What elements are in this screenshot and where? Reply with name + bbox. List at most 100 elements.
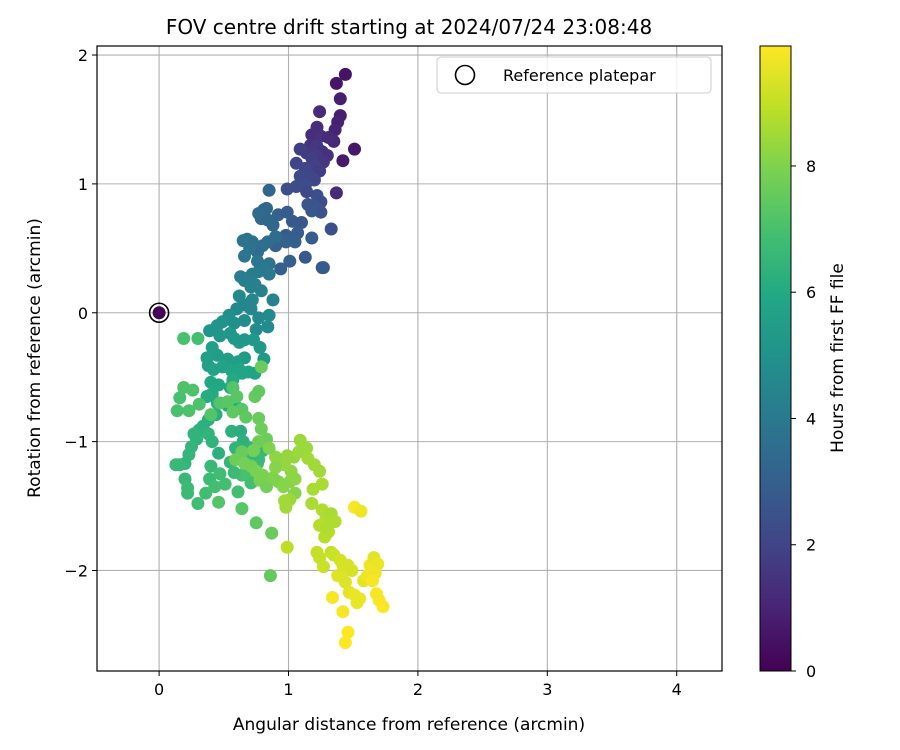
data-point: [230, 390, 244, 403]
data-point: [169, 458, 183, 472]
data-point: [338, 636, 352, 650]
data-point: [182, 404, 196, 418]
x-tick-label: 0: [154, 680, 164, 699]
data-point: [213, 329, 227, 343]
data-point: [262, 183, 276, 197]
data-point: [212, 446, 226, 460]
data-point: [170, 404, 184, 418]
data-point: [266, 218, 280, 232]
data-point: [280, 182, 294, 196]
colorbar-ticks: 0 2 4 6 8: [791, 157, 816, 681]
y-axis-ticks: 2 1 0 −1 −2: [64, 46, 97, 580]
data-point: [238, 314, 251, 327]
data-point: [249, 516, 263, 530]
data-point: [199, 486, 213, 500]
data-point: [376, 600, 390, 614]
data-point: [293, 142, 307, 156]
data-point: [218, 477, 232, 491]
data-point: [328, 515, 342, 528]
data-point: [266, 293, 280, 307]
data-point: [279, 500, 293, 514]
data-point: [261, 320, 275, 334]
data-point: [262, 441, 276, 455]
data-point: [226, 405, 240, 419]
data-point: [234, 424, 248, 438]
data-point: [239, 410, 253, 424]
data-point: [336, 154, 350, 168]
data-point: [232, 289, 246, 303]
data-point: [173, 391, 187, 405]
data-point: [366, 574, 380, 588]
data-point: [252, 207, 266, 220]
data-point: [324, 222, 338, 236]
data-point: [238, 249, 251, 263]
x-tick-label: 3: [542, 680, 552, 699]
data-point: [249, 323, 263, 336]
data-point: [247, 444, 261, 458]
data-point: [331, 569, 345, 583]
y-axis-label: Rotation from reference (arcmin): [25, 218, 45, 498]
data-point: [252, 411, 266, 425]
data-point: [235, 502, 249, 516]
data-point: [253, 341, 267, 354]
colorbar-tick-label: 4: [806, 409, 816, 428]
colorbar-tick-label: 6: [806, 283, 816, 302]
data-point: [231, 485, 245, 499]
data-point: [203, 324, 217, 338]
data-point: [227, 466, 241, 479]
data-point: [213, 467, 227, 481]
data-point: [326, 591, 339, 604]
data-point: [177, 332, 191, 345]
data-point: [192, 397, 206, 411]
data-point: [191, 332, 205, 345]
data-point: [329, 76, 343, 90]
data-point: [353, 592, 367, 606]
x-axis-label: Angular distance from reference (arcmin): [233, 715, 585, 735]
data-point: [254, 284, 268, 298]
data-point: [313, 464, 327, 478]
data-point: [305, 204, 319, 218]
data-point: [319, 521, 333, 535]
data-point: [181, 486, 195, 500]
data-point: [269, 460, 283, 474]
data-point: [336, 605, 350, 619]
data-point: [254, 422, 268, 436]
legend-label: Reference platepar: [503, 66, 656, 85]
y-tick-label: 2: [78, 46, 88, 65]
data-point: [238, 333, 251, 347]
chart-title: FOV centre drift starting at 2024/07/24 …: [166, 15, 652, 39]
colorbar: [759, 45, 792, 672]
scatter-points: [169, 67, 390, 650]
colorbar-tick-label: 8: [806, 157, 816, 176]
data-point: [256, 468, 270, 482]
data-point: [298, 250, 312, 264]
data-point: [313, 105, 327, 119]
data-point: [263, 569, 277, 583]
data-point: [316, 560, 330, 574]
data-point: [280, 540, 294, 554]
data-point: [234, 270, 248, 284]
data-point: [345, 564, 359, 577]
reference-ring: [148, 302, 170, 324]
data-point: [333, 92, 347, 106]
legend-marker: [454, 64, 476, 86]
data-point: [348, 142, 361, 156]
x-tick-label: 1: [283, 680, 293, 699]
plot-frame: [96, 45, 723, 672]
colorbar-tick-label: 2: [806, 536, 816, 555]
data-point: [252, 311, 266, 325]
data-point: [283, 254, 297, 268]
legend: Reference platepar: [436, 56, 712, 94]
data-point: [280, 205, 294, 219]
data-point: [322, 131, 336, 144]
legend-box: [436, 56, 712, 94]
y-tick-label: −1: [64, 433, 88, 452]
data-point: [305, 497, 319, 510]
reference-point: [152, 306, 166, 320]
data-point: [306, 482, 320, 496]
colorbar-label: Hours from first FF file: [828, 263, 848, 453]
data-point: [274, 262, 288, 276]
data-point: [265, 526, 279, 540]
y-tick-label: 1: [78, 175, 88, 194]
data-point: [205, 435, 219, 449]
